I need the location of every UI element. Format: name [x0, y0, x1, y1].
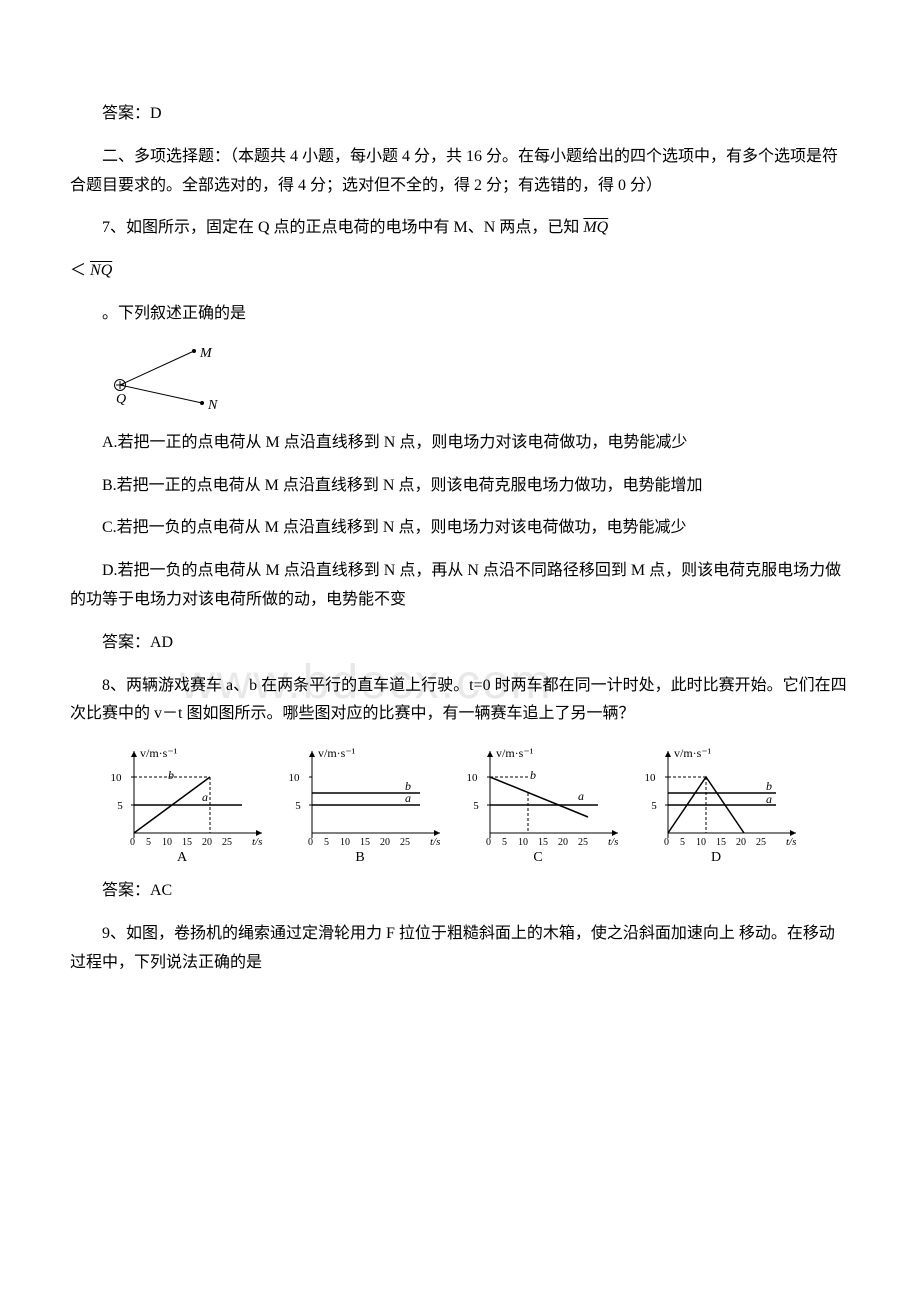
q7-lt: ＜	[70, 262, 86, 279]
chartA-yt10: 10	[111, 772, 123, 784]
section2-header: 二、多项选择题：（本题共 4 小题，每小题 4 分，共 16 分。在每小题给出的…	[70, 143, 850, 201]
chartC-xt5: 5	[502, 837, 507, 848]
q8-chart-B: v/m·s⁻¹ t/s 5 10 0 5 10 15 20 25 a b B	[280, 743, 452, 863]
chartA-xt15: 15	[182, 837, 192, 848]
chartA-xt25: 25	[222, 837, 232, 848]
q8-stem: 8、两辆游戏赛车 a、b 在两条平行的直车道上行驶。t=0 时两车都在同一计时处…	[70, 672, 850, 730]
chartB-xt5: 5	[324, 837, 329, 848]
chartD-ylabel: v/m·s⁻¹	[674, 746, 712, 760]
chartD-xt5: 5	[680, 837, 685, 848]
chartA-label: A	[177, 850, 188, 863]
q7-stem-line1: 7、如图所示，固定在 Q 点的正点电荷的电场中有 M、N 两点，已知 MQ	[70, 214, 850, 243]
chartB-xt20: 20	[380, 837, 390, 848]
chartA-xt0: 0	[130, 837, 135, 848]
q7-stem-line2: ＜ NQ	[70, 257, 850, 286]
chartA-b: b	[168, 768, 174, 782]
chartA-ylabel: v/m·s⁻¹	[140, 746, 178, 760]
q7-opt-A: A.若把一正的点电荷从 M 点沿直线移到 N 点，则电场力对该电荷做功，电势能减…	[70, 429, 850, 458]
chartD-yt5: 5	[651, 800, 657, 812]
chartA-a: a	[202, 790, 208, 804]
chartB-xlabel: t/s	[430, 836, 440, 848]
q6-answer: 答案：D	[70, 100, 850, 129]
chartC-xlabel: t/s	[608, 836, 618, 848]
q7-stem-b: 。下列叙述正确的是	[70, 300, 850, 329]
chartC-a: a	[578, 789, 584, 803]
chartB-xt15: 15	[360, 837, 370, 848]
chartC-xt10: 10	[518, 837, 528, 848]
chartD-a: a	[766, 792, 772, 806]
q8-chart-D: v/m·s⁻¹ t/s 5 10 0 5 10 15 20 25 b a	[636, 743, 808, 863]
q8-chart-A: v/m·s⁻¹ t/s 5 10 0 5 10 15 20 25 a b	[102, 743, 274, 863]
q7-opt-B: B.若把一正的点电荷从 M 点沿直线移到 N 点，则该电荷克服电场力做功，电势能…	[70, 472, 850, 501]
q7-label-N: N	[207, 398, 218, 413]
chartB-label: B	[355, 850, 364, 863]
chartB-yt5: 5	[295, 800, 301, 812]
q7-nq: NQ	[90, 262, 112, 279]
chartC-xt20: 20	[558, 837, 568, 848]
chartC-xt25: 25	[578, 837, 588, 848]
chartC-ylabel: v/m·s⁻¹	[496, 746, 534, 760]
q7-opt-C: C.若把一负的点电荷从 M 点沿直线移到 N 点，则电场力对该电荷做功，电势能减…	[70, 514, 850, 543]
q7-label-Q: Q	[116, 392, 126, 407]
chartB-xt10: 10	[340, 837, 350, 848]
q7-opt-D: D.若把一负的点电荷从 M 点沿直线移到 N 点，再从 N 点沿不同路径移回到 …	[70, 557, 850, 615]
chartC-xt0: 0	[486, 837, 491, 848]
chartD-xt10: 10	[696, 837, 706, 848]
chartA-xt5: 5	[146, 837, 151, 848]
chartD-xt25: 25	[756, 837, 766, 848]
q8-charts: v/m·s⁻¹ t/s 5 10 0 5 10 15 20 25 a b	[102, 743, 850, 863]
q7-label-M: M	[199, 346, 213, 361]
chartC-b: b	[530, 768, 536, 782]
chartA-xt20: 20	[202, 837, 212, 848]
chartA-xlabel: t/s	[252, 836, 262, 848]
q8-chart-C: v/m·s⁻¹ t/s 5 10 0 5 10 15 20 25 b a	[458, 743, 630, 863]
chartD-xt0: 0	[664, 837, 669, 848]
chartD-xlabel: t/s	[786, 836, 796, 848]
chartA-xt10: 10	[162, 837, 172, 848]
chartC-label: C	[533, 850, 542, 863]
chartD-xt15: 15	[716, 837, 726, 848]
q8-answer: 答案：AC	[70, 877, 850, 906]
q9-stem: 9、如图，卷扬机的绳索通过定滑轮用力 F 拉位于粗糙斜面上的木箱，使之沿斜面加速…	[70, 920, 850, 978]
q7-answer: 答案：AD	[70, 629, 850, 658]
chartD-yt10: 10	[645, 772, 657, 784]
chartD-b: b	[766, 779, 772, 793]
chartB-yt10: 10	[289, 772, 301, 784]
chartD-xt20: 20	[736, 837, 746, 848]
chartC-xt15: 15	[538, 837, 548, 848]
q7-mq: MQ	[583, 219, 608, 236]
page-content: 答案：D 二、多项选择题：（本题共 4 小题，每小题 4 分，共 16 分。在每…	[70, 100, 850, 978]
q7-diagram: Q M N	[102, 343, 850, 415]
chartB-xt25: 25	[400, 837, 410, 848]
chartB-ylabel: v/m·s⁻¹	[318, 746, 356, 760]
chartB-xt0: 0	[308, 837, 313, 848]
chartD-label: D	[711, 850, 721, 863]
chartB-b: b	[405, 779, 411, 793]
chartC-yt10: 10	[467, 772, 479, 784]
q7-stem-a: 7、如图所示，固定在 Q 点的正点电荷的电场中有 M、N 两点，已知	[102, 219, 583, 236]
chartC-yt5: 5	[473, 800, 479, 812]
chartA-yt5: 5	[117, 800, 123, 812]
